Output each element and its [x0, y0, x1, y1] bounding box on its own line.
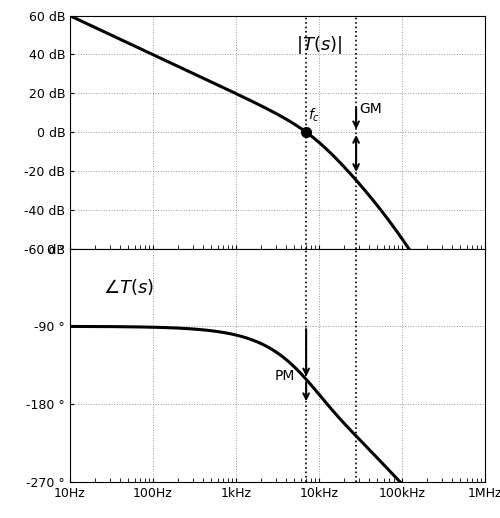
Text: GM: GM: [359, 102, 382, 116]
Text: $|T(s)|$: $|T(s)|$: [296, 34, 342, 56]
Text: PM: PM: [275, 369, 295, 383]
Text: $f_c$: $f_c$: [308, 107, 320, 124]
Text: $\angle T(s)$: $\angle T(s)$: [103, 277, 154, 297]
